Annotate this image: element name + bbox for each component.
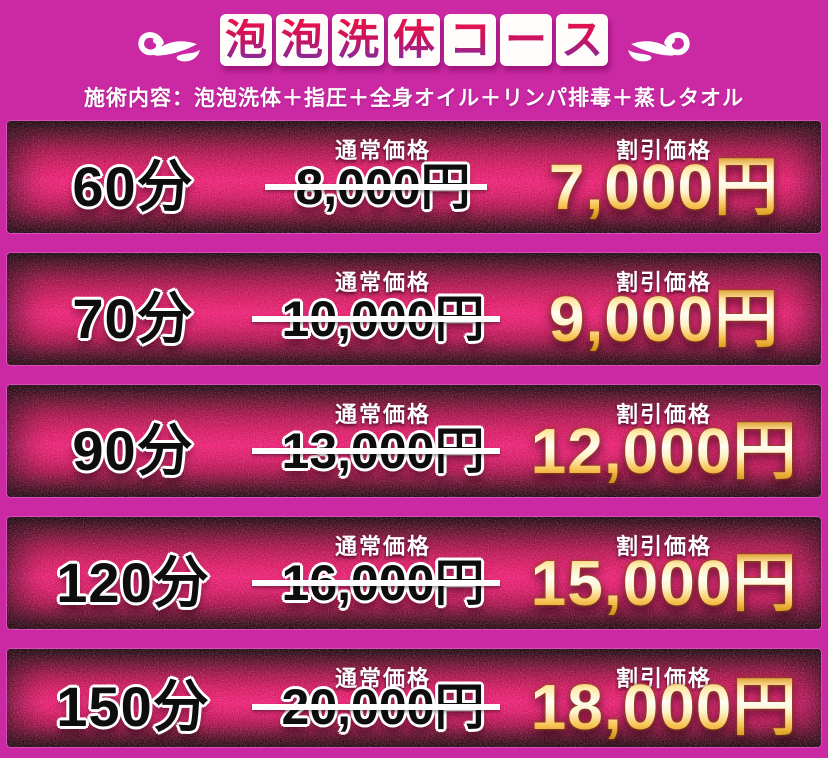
discount-price-label: 割引価格 [507, 661, 821, 693]
discount-price-value: 18,000円 [507, 675, 821, 739]
discount-price-value: 7,000円 [507, 155, 821, 219]
normal-price-label: 通常価格 [334, 666, 431, 691]
title-char-box: コ [444, 14, 496, 66]
normal-price-value: 16,000円 [251, 558, 507, 608]
title-char: ス [560, 16, 603, 63]
discount-price-label: 割引価格 [615, 270, 712, 295]
title-char-box: 泡 [276, 14, 328, 66]
title-char: 泡 [280, 16, 323, 63]
normal-price-column: 通常価格 8,000円 [259, 121, 507, 233]
normal-price-value: 13,000円 [251, 426, 507, 476]
course-row-70min: 70分 通常価格 10,000円 割引価格 9,000円 [7, 253, 821, 365]
treatment-description: 施術内容：泡泡洗体＋指圧＋全身オイル＋リンパ排毒＋蒸しタオル [84, 87, 744, 110]
discount-price-value: 12,000円 [507, 419, 821, 483]
normal-price-column: 通常価格 20,000円 [251, 649, 507, 747]
discount-price-column: 割引価格 7,000円 [507, 121, 821, 233]
normal-price-label: 通常価格 [334, 402, 431, 427]
flourish-right-icon [628, 32, 690, 62]
title-char: 体 [392, 16, 435, 63]
discount-price-column: 割引価格 12,000円 [507, 385, 821, 497]
normal-price-column: 通常価格 16,000円 [251, 517, 507, 629]
discount-price-column: 割引価格 18,000円 [507, 649, 821, 747]
normal-price-column: 通常価格 13,000円 [251, 385, 507, 497]
strikethrough-line [251, 703, 501, 710]
title-char: 泡 [224, 16, 267, 63]
discount-price-label: 割引価格 [615, 534, 712, 559]
discount-price-column: 割引価格 15,000円 [507, 517, 821, 629]
title-char: ー [504, 16, 547, 63]
discount-price-column: 割引価格 9,000円 [507, 253, 821, 365]
price-table: 60分 通常価格 8,000円 割引価格 7,000円 70分 通常価格 10,… [7, 121, 821, 747]
normal-price-label: 通常価格 [334, 270, 431, 295]
title-char-box: ー [500, 14, 552, 66]
normal-price-label: 通常価格 [334, 138, 431, 163]
course-duration: 150分 [56, 674, 210, 738]
discount-price-value: 15,000円 [507, 551, 821, 615]
strikethrough-line [265, 184, 487, 191]
course-row-150min: 150分 通常価格 20,000円 割引価格 18,000円 [7, 649, 821, 747]
title-char: 洗 [336, 16, 379, 63]
course-row-90min: 90分 通常価格 13,000円 割引価格 12,000円 [7, 385, 821, 497]
discount-price-label: 割引価格 [615, 138, 712, 163]
strikethrough-line [251, 580, 501, 587]
strikethrough-line [251, 448, 501, 455]
title-char-box: ス [556, 14, 608, 66]
course-duration: 70分 [72, 287, 194, 351]
normal-price-value: 20,000円 [251, 682, 507, 732]
title-row: 泡 泡 洗 体 コ ー ス [0, 8, 828, 72]
normal-price-value: 10,000円 [251, 294, 507, 344]
title-char-box: 泡 [220, 14, 272, 66]
title-char-box: 洗 [332, 14, 384, 66]
flourish-left-icon [138, 32, 200, 62]
course-row-60min: 60分 通常価格 8,000円 割引価格 7,000円 [7, 121, 821, 233]
normal-price-column: 通常価格 10,000円 [251, 253, 507, 365]
title-char-box: 体 [388, 14, 440, 66]
title-char: コ [448, 16, 491, 63]
course-duration: 90分 [72, 419, 194, 483]
course-row-120min: 120分 通常価格 16,000円 割引価格 15,000円 [7, 517, 821, 629]
normal-price-value: 8,000円 [259, 162, 507, 212]
header: 泡 泡 洗 体 コ ー ス 施術内容：泡泡洗体＋指圧＋全身オイル＋リンパ排毒＋蒸… [0, 0, 828, 112]
discount-price-label: 割引価格 [615, 402, 712, 427]
course-duration: 60分 [72, 155, 194, 219]
normal-price-label: 通常価格 [334, 534, 431, 559]
discount-price-value: 9,000円 [507, 287, 821, 351]
course-duration: 120分 [56, 551, 210, 615]
strikethrough-line [251, 316, 501, 323]
